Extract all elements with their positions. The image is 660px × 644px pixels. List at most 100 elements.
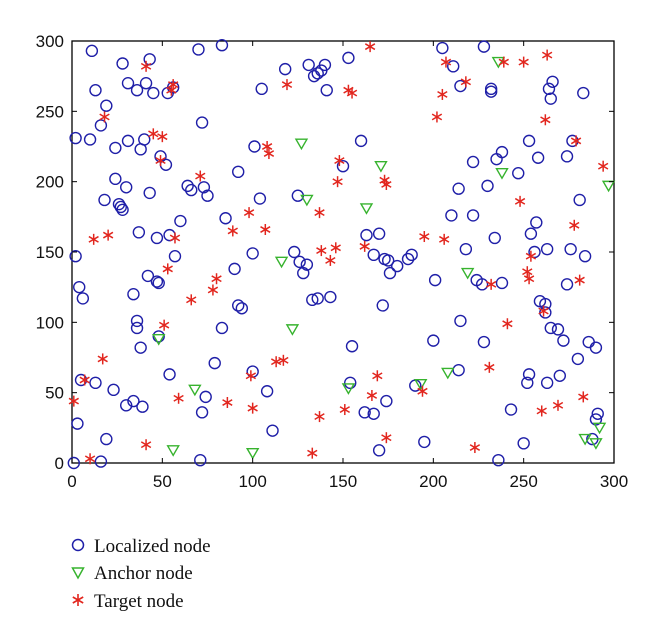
point-circle-9 (318, 58, 332, 72)
point-circle-48 (114, 200, 127, 214)
point-circle-28 (320, 84, 333, 97)
point-circle-158 (524, 227, 538, 240)
point-circle-130 (452, 363, 465, 377)
point-circle-168 (591, 407, 604, 420)
point-circle-10 (342, 51, 355, 65)
point-circle-133 (466, 209, 480, 222)
point-circle-81 (311, 292, 324, 305)
point-circle-107 (136, 400, 149, 413)
point-triangle-down-14 (491, 56, 506, 69)
point-circle-120 (378, 252, 391, 266)
point-circle-96 (345, 340, 359, 353)
point-circle-19 (100, 99, 113, 112)
point-asterisk-77 (597, 160, 609, 172)
point-circle-27 (307, 69, 321, 83)
point-circle-34 (121, 134, 135, 148)
point-circle-172 (94, 455, 108, 468)
point-asterisk-12 (158, 319, 170, 331)
point-asterisk-52 (419, 231, 430, 243)
point-circle-131 (454, 314, 467, 328)
point-asterisk-29 (263, 148, 275, 160)
x-tick-label: 200 (419, 472, 447, 491)
point-asterisk-36 (316, 245, 327, 257)
legend-item-target: Target node (72, 591, 184, 612)
point-circle-71 (150, 231, 164, 245)
point-asterisk-73 (569, 219, 580, 231)
point-circle-111 (246, 247, 259, 260)
point-circle-93 (266, 424, 279, 437)
point-circle-110 (208, 356, 221, 370)
point-circle-26 (255, 82, 268, 96)
point-circle-12 (447, 60, 460, 73)
point-circle-7 (311, 67, 324, 80)
point-circle-159 (530, 216, 543, 229)
point-circle-22 (139, 76, 153, 90)
point-asterisk-28 (261, 141, 273, 152)
point-asterisk-70 (540, 114, 551, 126)
point-circle-56 (185, 183, 198, 197)
point-circle-85 (134, 341, 147, 354)
point-circle-127 (427, 334, 440, 347)
point-circle-61 (253, 192, 267, 205)
point-asterisk-16 (169, 232, 181, 244)
legend-marker-localized (71, 538, 85, 552)
point-asterisk-1 (79, 374, 90, 386)
point-circle-11 (436, 41, 449, 55)
point-circle-109 (199, 390, 212, 404)
point-circle-44 (544, 92, 557, 105)
point-asterisk-41 (339, 404, 350, 416)
point-asterisk-30 (270, 356, 282, 368)
point-asterisk-33 (307, 447, 318, 459)
point-asterisk-53 (431, 111, 443, 123)
point-circle-105 (119, 399, 133, 412)
point-asterisk-25 (245, 370, 257, 382)
point-circle-139 (504, 403, 518, 416)
point-triangle-down-17 (589, 438, 603, 450)
x-tick-label: 300 (600, 472, 628, 491)
point-circle-92 (260, 385, 274, 398)
y-tick-label: 300 (36, 32, 64, 51)
series-target-node (68, 41, 609, 465)
point-circle-103 (100, 432, 113, 446)
point-asterisk-10 (155, 155, 166, 167)
point-asterisk-60 (485, 278, 497, 290)
point-circle-124 (405, 248, 418, 262)
point-circle-4 (215, 39, 229, 52)
point-circle-94 (306, 293, 319, 307)
point-asterisk-32 (281, 79, 293, 91)
point-triangle-down-0 (152, 334, 166, 346)
point-asterisk-20 (207, 284, 219, 296)
point-circle-52 (138, 133, 151, 146)
point-circle-108 (195, 406, 209, 419)
point-asterisk-6 (102, 229, 114, 241)
point-circle-154 (481, 179, 494, 193)
point-circle-77 (228, 262, 241, 276)
legend: Localized node Anchor node Target node (71, 536, 211, 612)
point-triangle-down-8 (341, 383, 356, 395)
point-circle-150 (553, 369, 566, 382)
point-circle-78 (288, 245, 301, 259)
point-circle-37 (248, 140, 261, 153)
point-asterisk-18 (186, 294, 197, 306)
point-circle-87 (163, 368, 176, 381)
point-triangle-down-12 (441, 367, 455, 380)
y-tick-label: 50 (45, 384, 64, 403)
data-points (67, 39, 616, 470)
point-circle-57 (197, 181, 211, 194)
point-triangle-down-6 (294, 138, 309, 151)
point-triangle-down-15 (495, 168, 509, 180)
point-asterisk-23 (227, 225, 238, 237)
point-circle-157 (522, 134, 536, 148)
point-circle-66 (76, 292, 90, 305)
point-circle-60 (232, 165, 245, 179)
point-circle-82 (127, 288, 140, 301)
point-circle-58 (201, 189, 214, 202)
point-circle-50 (119, 181, 133, 194)
point-asterisk-64 (518, 56, 529, 68)
point-asterisk-45 (364, 41, 376, 53)
series-anchor-node (152, 56, 616, 460)
point-asterisk-5 (99, 111, 110, 123)
point-asterisk-69 (538, 305, 549, 317)
point-circle-169 (589, 413, 603, 426)
